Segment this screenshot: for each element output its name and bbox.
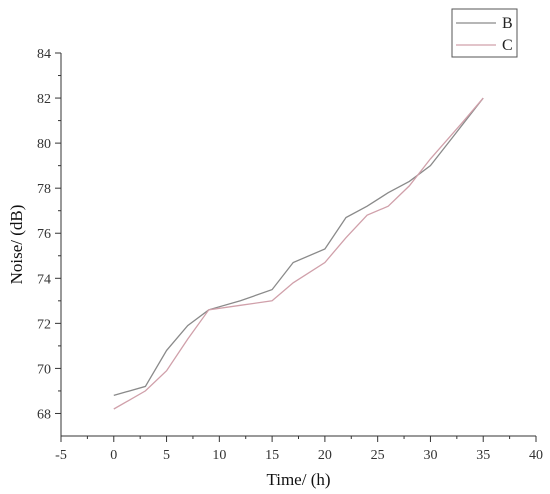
legend-label-c: C (502, 37, 513, 54)
x-tick-label: -5 (55, 448, 67, 463)
x-tick-label: 25 (371, 448, 385, 463)
y-tick-label: 80 (37, 137, 51, 152)
y-tick-label: 68 (37, 407, 51, 422)
y-tick-label: 84 (37, 47, 51, 62)
y-tick-label: 74 (37, 272, 51, 287)
x-tick-label: 35 (476, 448, 490, 463)
x-tick-label: 40 (529, 448, 543, 463)
x-axis-ticks: -5 0 5 10 15 20 25 30 35 40 (55, 436, 543, 463)
x-tick-label: 15 (265, 448, 279, 463)
legend-box (451, 8, 518, 58)
y-axis-label: Noise/ (dB) (7, 205, 26, 285)
y-tick-label: 78 (37, 182, 51, 197)
x-tick-label: 20 (318, 448, 332, 463)
x-tick-label: 0 (110, 448, 117, 463)
series-line-c (113, 97, 484, 410)
legend-label-b: B (502, 15, 513, 32)
x-axis-label: Time/ (h) (266, 470, 330, 489)
y-axis-ticks: 68 70 72 74 76 78 80 82 84 (37, 47, 61, 422)
legend: BC (451, 8, 518, 58)
series-line-b (113, 97, 484, 397)
x-tick-label: 5 (163, 448, 170, 463)
x-tick-label: 10 (212, 448, 226, 463)
y-tick-label: 76 (37, 227, 51, 242)
y-tick-label: 72 (37, 317, 51, 332)
series-lines (113, 97, 484, 410)
x-tick-label: 30 (423, 448, 437, 463)
axes (60, 53, 536, 437)
y-tick-label: 82 (37, 92, 51, 107)
y-tick-label: 70 (37, 362, 51, 377)
